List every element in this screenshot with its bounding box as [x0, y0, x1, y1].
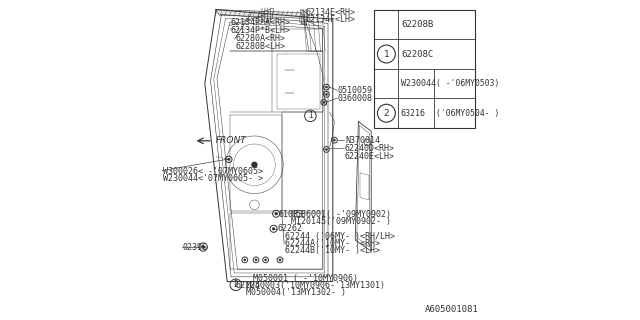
Text: 62240E<LH>: 62240E<LH>: [345, 152, 395, 161]
Text: 62280B<LH>: 62280B<LH>: [236, 42, 285, 51]
Text: 0239S: 0239S: [182, 243, 207, 252]
Text: 62208B: 62208B: [401, 20, 433, 29]
Text: 62134E<RH>: 62134E<RH>: [306, 8, 356, 17]
Circle shape: [243, 259, 246, 261]
Text: 62244 ('06MY- )<RH/LH>: 62244 ('06MY- )<RH/LH>: [285, 232, 395, 241]
Text: 62280A<RH>: 62280A<RH>: [236, 34, 285, 43]
Text: W230044: W230044: [401, 79, 436, 88]
Text: 1: 1: [383, 50, 389, 59]
Circle shape: [251, 162, 257, 168]
Text: 1: 1: [308, 111, 313, 120]
Circle shape: [323, 101, 325, 104]
Text: 2: 2: [383, 109, 389, 118]
Bar: [374, 10, 475, 128]
Text: 62134F<LH>: 62134F<LH>: [306, 15, 356, 24]
Text: N370014: N370014: [345, 136, 380, 145]
Text: FRONT: FRONT: [215, 136, 246, 145]
Text: 62244B('10MY- )<LH>: 62244B('10MY- )<LH>: [285, 246, 380, 255]
Text: A605001081: A605001081: [425, 305, 479, 314]
Text: W230044<'07MY0605- >: W230044<'07MY0605- >: [163, 174, 262, 183]
Text: 2: 2: [234, 280, 238, 289]
Text: MI20145('09MY0902- ): MI20145('09MY0902- ): [291, 217, 390, 226]
Text: ('06MY0504- ): ('06MY0504- ): [435, 109, 499, 118]
Circle shape: [275, 212, 278, 215]
Circle shape: [202, 245, 205, 249]
Text: 0586001( -'09MY0902): 0586001( -'09MY0902): [291, 210, 390, 219]
Text: M050001 ( -'10MY0906): M050001 ( -'10MY0906): [253, 274, 358, 283]
Polygon shape: [216, 10, 303, 18]
Text: 62208C: 62208C: [401, 50, 433, 59]
Circle shape: [227, 158, 230, 161]
Text: 62124: 62124: [236, 281, 260, 290]
Text: 62134P*B<LH>: 62134P*B<LH>: [230, 26, 291, 35]
Text: 0360008: 0360008: [338, 94, 373, 103]
Circle shape: [272, 227, 275, 230]
Text: M050004('13MY1302- ): M050004('13MY1302- ): [246, 288, 346, 297]
Text: 0510059: 0510059: [338, 86, 373, 95]
Circle shape: [325, 93, 328, 96]
Text: 62262: 62262: [278, 224, 303, 233]
Circle shape: [255, 259, 257, 261]
Circle shape: [325, 148, 328, 151]
Text: 61083: 61083: [278, 210, 303, 219]
Text: W300026< -'07MY0605>: W300026< -'07MY0605>: [163, 167, 262, 176]
Circle shape: [325, 86, 328, 88]
Text: 63216: 63216: [401, 109, 426, 118]
Text: 62244A('10MY- )<RH>: 62244A('10MY- )<RH>: [285, 239, 380, 248]
Text: 62240D<RH>: 62240D<RH>: [345, 144, 395, 153]
Circle shape: [264, 259, 267, 261]
Circle shape: [333, 139, 336, 141]
Circle shape: [278, 259, 282, 261]
Text: M050003('10MY0906-'13MY1301): M050003('10MY0906-'13MY1301): [246, 281, 386, 290]
Text: 62134P*A<RH>: 62134P*A<RH>: [230, 18, 291, 27]
Text: ( -'06MY0503): ( -'06MY0503): [435, 79, 499, 88]
